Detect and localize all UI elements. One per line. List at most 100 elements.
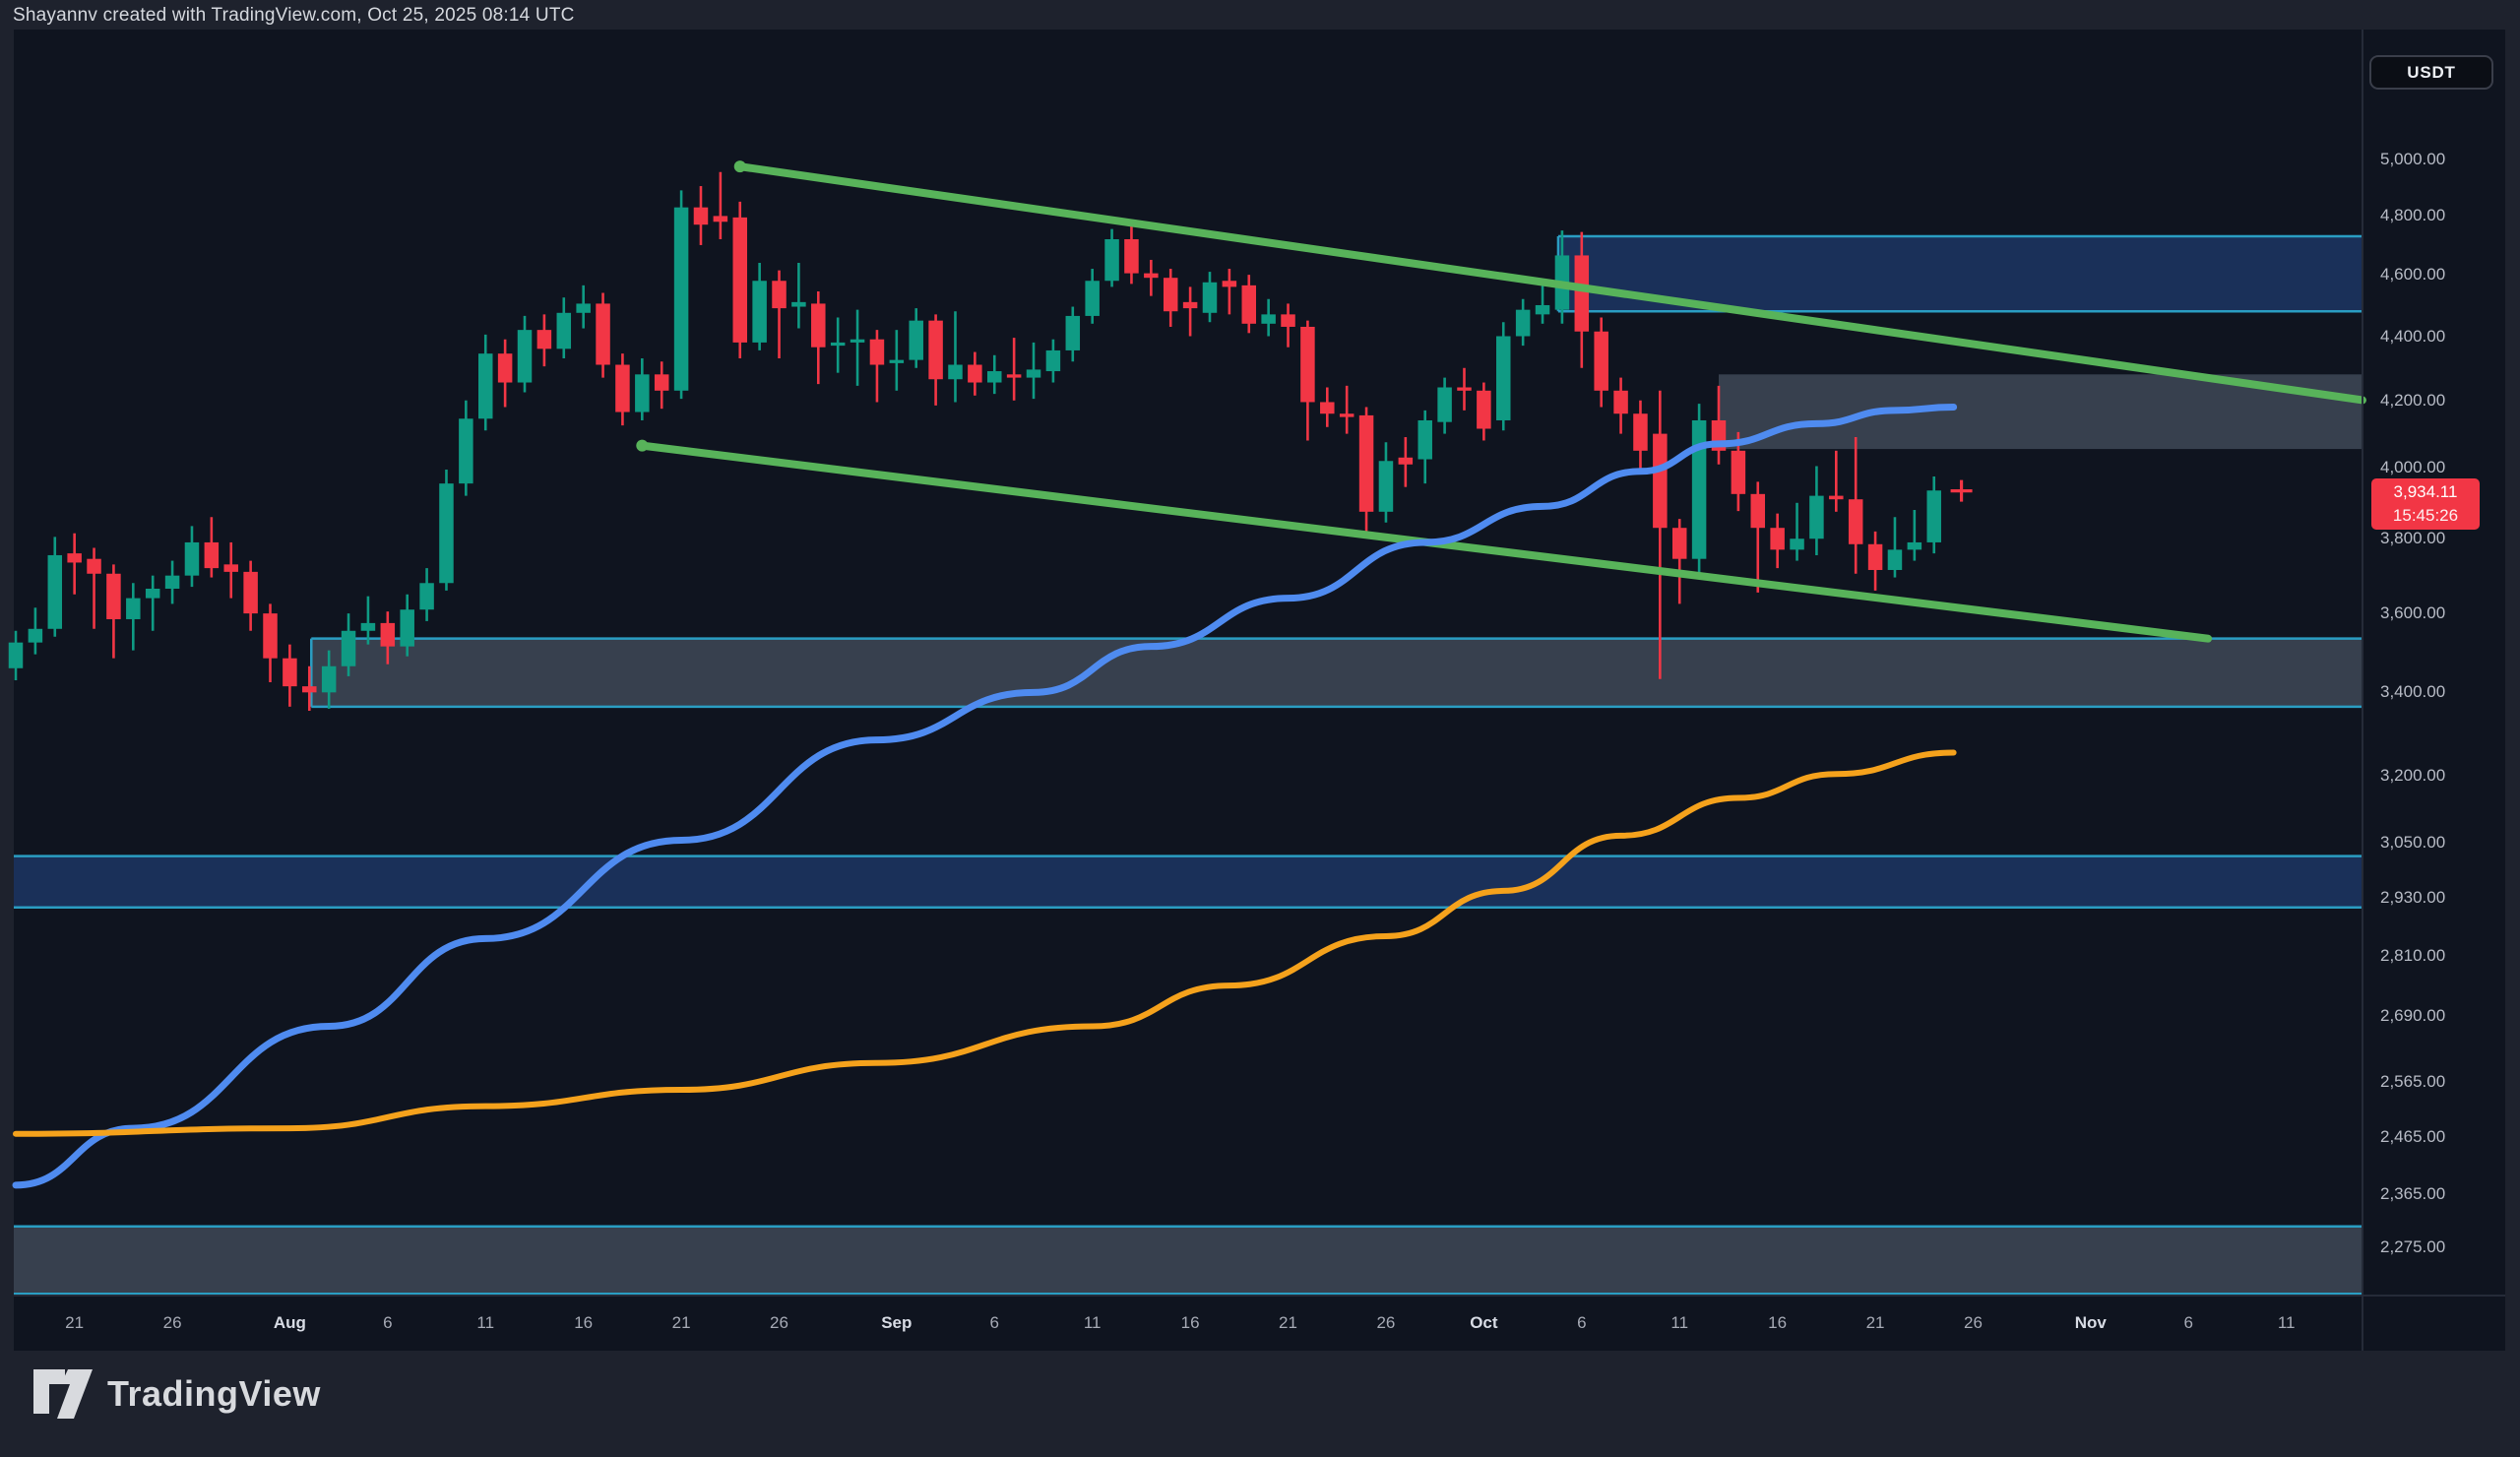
support-zone-2200-2310 [14, 1226, 2362, 1295]
time-tick-label: 16 [574, 1313, 594, 1332]
time-tick-label: 11 [1670, 1313, 1689, 1332]
candle-down [1358, 414, 1374, 512]
candle-down [1594, 331, 1608, 391]
time-tick-label: 6 [383, 1313, 393, 1332]
ma-orange-line [13, 749, 1957, 1137]
support-zone-2910-3020 [14, 855, 2362, 908]
candle-down [1731, 450, 1746, 494]
wedge-upper [735, 162, 2366, 405]
time-tick-month-label: Sep [881, 1313, 913, 1332]
candle-down [693, 207, 709, 225]
candle-up [1887, 549, 1903, 570]
candle-up [850, 339, 865, 343]
price-tick-label: 3,050.00 [2380, 832, 2446, 852]
candle-up [184, 541, 200, 576]
candle-up [400, 609, 414, 647]
price-tick-label: 2,930.00 [2380, 888, 2446, 908]
price-tick-label: 2,810.00 [2380, 945, 2446, 965]
time-tick-label: 21 [65, 1313, 85, 1332]
price-tick-label: 3,800.00 [2380, 529, 2446, 548]
price-tick-label: 4,600.00 [2380, 265, 2446, 285]
candle-down [1144, 273, 1159, 279]
candle-up [791, 301, 806, 307]
candle-down [928, 320, 943, 380]
time-tick-label: 11 [476, 1313, 495, 1332]
candle-down [87, 558, 101, 574]
candle-up [1515, 309, 1531, 337]
candle-up [1691, 419, 1707, 559]
price-tick-label: 2,365.00 [2380, 1183, 2446, 1203]
candle-up [673, 207, 689, 391]
candle-down [1633, 413, 1648, 451]
price-tick-label: 4,200.00 [2380, 390, 2446, 410]
candle-down [1848, 499, 1863, 544]
chart-panel-background [14, 30, 2505, 1351]
candle-down [1829, 495, 1844, 500]
time-tick-label: 21 [671, 1313, 691, 1332]
time-tick-label: 16 [1768, 1313, 1788, 1332]
candle-down [67, 553, 82, 563]
candle-up [439, 483, 454, 584]
time-tick-label: 11 [1083, 1313, 1102, 1332]
tradingview-logo-icon [33, 1369, 93, 1419]
time-tick-label: 21 [1279, 1313, 1297, 1332]
bottom-strip: TradingView [0, 1351, 2520, 1457]
candle-up [341, 630, 356, 666]
candle-up [1104, 238, 1119, 282]
candle-up [1496, 336, 1511, 420]
time-tick-label: 26 [1964, 1313, 1983, 1332]
candle-up [1809, 495, 1824, 539]
candle-up [459, 418, 473, 484]
candle-down [1300, 326, 1315, 403]
time-tick-label: 26 [162, 1313, 182, 1332]
candle-up [752, 281, 767, 343]
ma-blue-line [12, 403, 1958, 1189]
candle-down [1457, 387, 1472, 391]
candle-up [47, 554, 63, 629]
candle-down [1653, 433, 1668, 529]
candle-up [164, 575, 180, 590]
candle-up [419, 583, 434, 610]
candle-up [1378, 461, 1394, 512]
candle-up [1926, 490, 1941, 542]
support-zone-3365-3535 [311, 638, 2363, 707]
resistance-zone-4500-4730 [1557, 236, 2362, 312]
price-tick-label: 4,800.00 [2380, 206, 2446, 225]
candle-up [1085, 281, 1100, 316]
candle-up [889, 359, 905, 363]
candle-up [477, 353, 493, 419]
candle-down [713, 216, 728, 222]
price-tick-label: 5,000.00 [2380, 150, 2446, 169]
candle-down [869, 339, 885, 365]
candle-down [1770, 528, 1785, 550]
time-tick-label: 6 [1577, 1313, 1587, 1332]
candle-down [1006, 374, 1022, 378]
candle-down [615, 364, 630, 412]
candle-down [223, 564, 238, 572]
currency-toggle-button[interactable]: USDT [2369, 55, 2493, 90]
candle-down [732, 217, 747, 343]
time-tick-label: 26 [770, 1313, 788, 1332]
candle-down [1339, 413, 1354, 417]
candle-down [1750, 493, 1766, 529]
candle-down [1477, 390, 1491, 429]
candle-up [126, 598, 141, 619]
candle-down [1574, 255, 1590, 332]
time-tick-month-label: Oct [1470, 1313, 1498, 1332]
candle-up [948, 364, 963, 380]
price-tick-label: 3,400.00 [2380, 682, 2446, 702]
candle-up [1065, 315, 1081, 350]
candle-down [380, 622, 396, 647]
last-price-badge: 3,934.11 15:45:26 [2371, 478, 2480, 530]
tradingview-logo[interactable]: TradingView [32, 1368, 321, 1420]
wedge-upper-anchor-dot [733, 160, 746, 173]
candle-down [596, 303, 610, 365]
candle-up [517, 330, 533, 383]
time-tick-month-label: Aug [273, 1313, 306, 1332]
time-tick-label: 21 [1865, 1313, 1885, 1332]
title-bar: Shayannv created with TradingView.com, O… [0, 0, 2520, 30]
candle-up [1535, 304, 1550, 315]
candle-down [302, 686, 317, 693]
price-tick-label: 3,600.00 [2380, 603, 2446, 623]
